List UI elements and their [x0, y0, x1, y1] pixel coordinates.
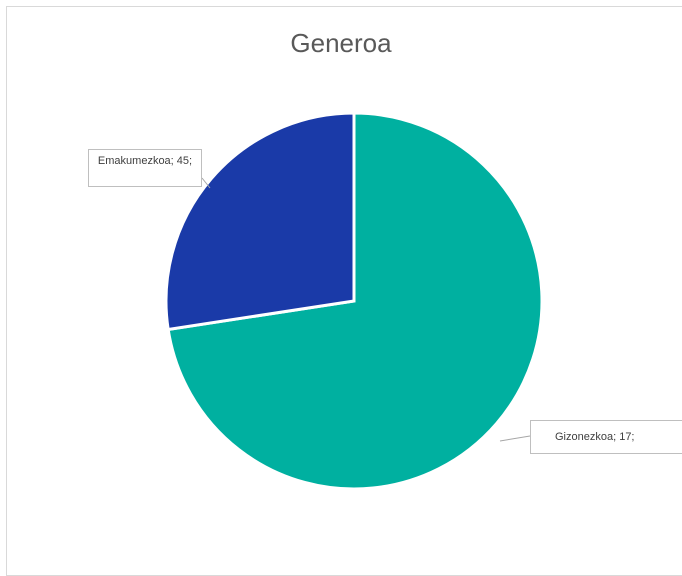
pie-slice-gizonezkoa: [164, 111, 356, 332]
chart-title: Generoa: [290, 28, 392, 58]
leader-line-emakumezkoa: [499, 435, 531, 442]
pie-chart: [164, 111, 544, 491]
data-label-emakumezkoa-line1: Gizonezkoa; 17;: [555, 431, 635, 443]
data-label-gizonezkoa: Emakumezkoa; 45;: [88, 149, 202, 187]
data-label-emakumezkoa: Gizonezkoa; 17;: [530, 420, 682, 454]
leader-line-gizonezkoa: [201, 177, 211, 189]
data-label-gizonezkoa-line1: Emakumezkoa; 45;: [97, 155, 193, 167]
